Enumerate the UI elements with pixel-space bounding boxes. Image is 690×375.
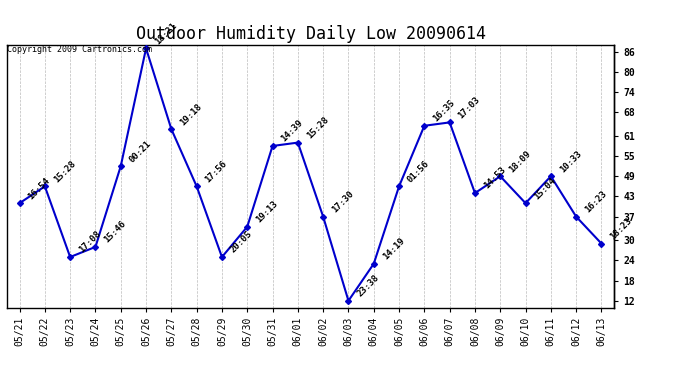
Text: 15:28: 15:28 <box>52 159 77 184</box>
Text: 18:09: 18:09 <box>507 149 533 174</box>
Text: 17:08: 17:08 <box>77 230 102 255</box>
Text: 16:35: 16:35 <box>431 98 457 124</box>
Text: 14:53: 14:53 <box>482 165 507 191</box>
Text: 23:38: 23:38 <box>355 273 381 298</box>
Text: 10:33: 10:33 <box>558 149 583 174</box>
Text: 15:46: 15:46 <box>102 219 128 245</box>
Text: 14:39: 14:39 <box>279 118 305 144</box>
Text: 15:28: 15:28 <box>305 115 330 140</box>
Text: 00:21: 00:21 <box>128 139 153 164</box>
Text: 19:13: 19:13 <box>254 199 279 225</box>
Text: Copyright 2009 Cartronics.com: Copyright 2009 Cartronics.com <box>7 45 152 54</box>
Text: 18:23: 18:23 <box>609 216 633 242</box>
Text: 18:21: 18:21 <box>153 21 178 46</box>
Text: 17:56: 17:56 <box>204 159 229 184</box>
Title: Outdoor Humidity Daily Low 20090614: Outdoor Humidity Daily Low 20090614 <box>135 26 486 44</box>
Text: 17:30: 17:30 <box>330 189 355 214</box>
Text: 16:23: 16:23 <box>583 189 609 214</box>
Text: 16:54: 16:54 <box>26 176 52 201</box>
Text: 19:18: 19:18 <box>178 102 204 127</box>
Text: 15:04: 15:04 <box>533 176 558 201</box>
Text: 14:19: 14:19 <box>381 236 406 262</box>
Text: 17:03: 17:03 <box>457 95 482 120</box>
Text: 01:56: 01:56 <box>406 159 431 184</box>
Text: 20:05: 20:05 <box>229 230 254 255</box>
